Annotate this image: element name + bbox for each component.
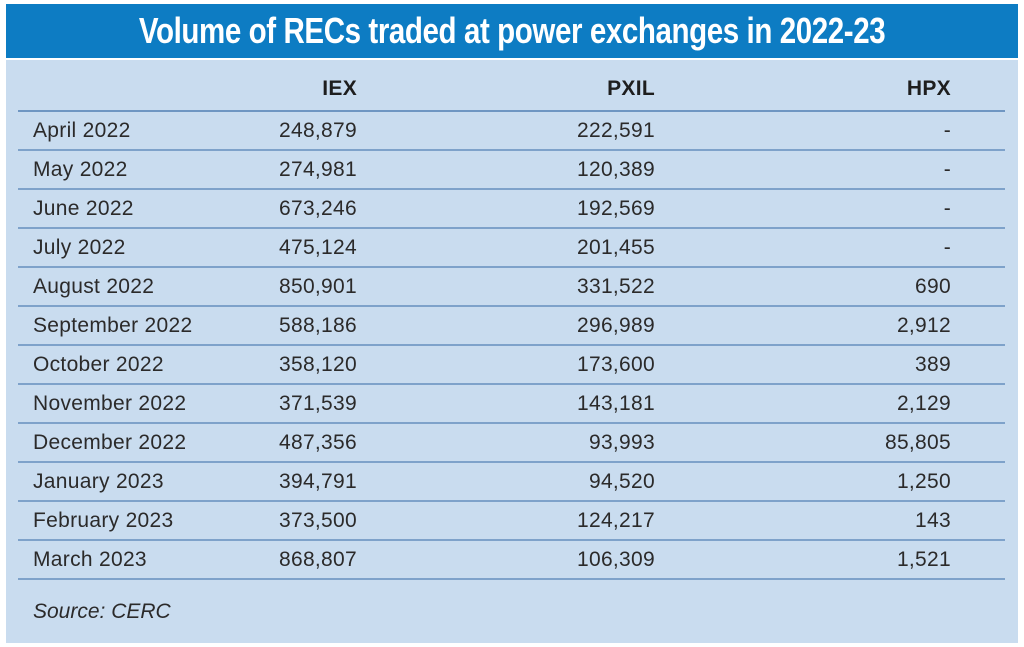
table-row: March 2023 868,807 106,309 1,521 [18,541,1005,580]
hpx-value-cell: - [943,118,951,142]
month-cell: May 2022 [33,157,128,181]
table-row: October 2022 358,120 173,600 389 [18,346,1005,385]
month-cell: August 2022 [33,274,155,298]
hpx-value-cell: 2,912 [896,313,951,337]
iex-value-cell: 248,879 [278,118,357,142]
hpx-value-cell: 1,250 [896,469,951,493]
iex-value-cell: 373,500 [278,508,357,532]
table-body: April 2022 248,879 222,591 - May 2022 274,981… [18,112,1005,580]
pxil-value-cell: 331,522 [576,274,655,298]
pxil-value-cell: 94,520 [588,469,655,493]
table-row: December 2022 487,356 93,993 85,805 [18,424,1005,463]
table-row: September 2022 588,186 296,989 2,912 [18,307,1005,346]
hpx-value-cell: 389 [915,352,951,376]
table-row: February 2023 373,500 124,217 143 [18,502,1005,541]
column-header-pxil: PXIL [607,77,655,100]
hpx-value-cell: 1,521 [896,547,951,571]
hpx-value-cell: - [943,157,951,181]
pxil-value-cell: 120,389 [576,157,655,181]
iex-value-cell: 487,356 [278,430,357,454]
month-cell: April 2022 [33,118,131,142]
month-cell: December 2022 [33,430,187,454]
iex-value-cell: 850,901 [278,274,357,298]
table-header-row: IEX PXIL HPX [18,60,1005,112]
iex-value-cell: 274,981 [278,157,357,181]
column-header-hpx: HPX [906,77,951,100]
table-row: June 2022 673,246 192,569 - [18,190,1005,229]
column-header-iex: IEX [322,77,357,100]
iex-value-cell: 394,791 [278,469,357,493]
table-row: April 2022 248,879 222,591 - [18,112,1005,151]
iex-value-cell: 475,124 [278,235,357,259]
hpx-value-cell: - [943,196,951,220]
iex-value-cell: 868,807 [278,547,357,571]
table-row: July 2022 475,124 201,455 - [18,229,1005,268]
iex-value-cell: 371,539 [278,391,357,415]
table-row: November 2022 371,539 143,181 2,129 [18,385,1005,424]
month-cell: October 2022 [33,352,164,376]
data-table: IEX PXIL HPX April 2022 248,879 222,591- Ma… [18,60,1005,580]
month-cell: July 2022 [33,235,126,259]
hpx-value-cell: 85,805 [884,430,951,454]
month-cell: March 2023 [33,547,147,571]
source-note: Source: CERC [33,600,171,623]
pxil-value-cell: 124,217 [576,508,655,532]
pxil-value-cell: 93,993 [588,430,655,454]
pxil-value-cell: 143,181 [576,391,655,415]
pxil-value-cell: 192,569 [576,196,655,220]
month-cell: September 2022 [33,313,193,337]
table-row: May 2022 274,981 120,389 - [18,151,1005,190]
hpx-value-cell: 690 [915,274,951,298]
pxil-value-cell: 296,989 [576,313,655,337]
hpx-value-cell: - [943,235,951,259]
page-title: Volume of RECs traded at power exchanges… [138,10,886,51]
pxil-value-cell: 173,600 [576,352,655,376]
hpx-value-cell: 143 [915,508,951,532]
pxil-value-cell: 201,455 [576,235,655,259]
hpx-value-cell: 2,129 [896,391,951,415]
month-cell: January 2023 [33,469,164,493]
pxil-value-cell: 222,591 [576,118,655,142]
iex-value-cell: 673,246 [278,196,357,220]
month-cell: February 2023 [33,508,174,532]
table-row: January 2023 394,791 94,520 1,250 [18,463,1005,502]
month-cell: June 2022 [33,196,134,220]
iex-value-cell: 588,186 [278,313,357,337]
iex-value-cell: 358,120 [278,352,357,376]
pxil-value-cell: 106,309 [576,547,655,571]
column-header-month [18,101,178,110]
title-bar: Volume of RECs traded at power exchanges… [6,4,1018,58]
table-panel: IEX PXIL HPX April 2022 248,879 222,591- Ma… [6,60,1018,643]
month-cell: November 2022 [33,391,187,415]
table-row: August 2022 850,901 331,522 690 [18,268,1005,307]
